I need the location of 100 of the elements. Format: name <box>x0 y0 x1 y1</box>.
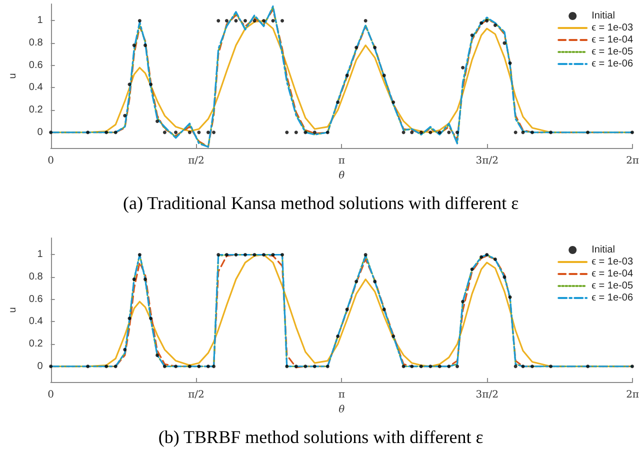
x-axis-title: θ <box>338 404 345 416</box>
point <box>174 364 178 368</box>
x-tick-label: 0 <box>48 390 54 400</box>
y-tick-label: 0.4 <box>28 82 44 94</box>
point <box>630 130 634 134</box>
point <box>224 18 228 22</box>
point <box>514 364 518 368</box>
point <box>128 82 132 86</box>
point <box>212 130 216 134</box>
point <box>162 130 166 134</box>
point <box>234 18 238 22</box>
point <box>354 46 358 50</box>
point <box>104 130 108 134</box>
y-tick-label: 1 <box>37 249 44 260</box>
point <box>447 130 451 134</box>
point <box>549 130 553 134</box>
x-tick-label: π/2 <box>188 390 204 400</box>
point <box>508 295 512 299</box>
point <box>345 308 349 312</box>
point <box>364 252 368 256</box>
point <box>285 364 289 368</box>
point <box>188 130 192 134</box>
point <box>336 100 340 104</box>
point <box>549 364 553 368</box>
point <box>132 44 136 48</box>
legend-label: ϵ = 1e-03 <box>592 256 634 268</box>
point <box>402 130 406 134</box>
point <box>586 130 590 134</box>
legend-label: ϵ = 1e-06 <box>592 58 634 70</box>
x-tick-label: π/2 <box>188 156 204 166</box>
point <box>312 130 316 134</box>
legend-label: ϵ = 1e-03 <box>592 22 634 34</box>
text: (b) TBRBF method solutions with different ε <box>158 427 484 447</box>
point <box>280 18 284 22</box>
point <box>364 18 368 22</box>
point <box>123 348 127 352</box>
point <box>86 364 90 368</box>
point <box>128 316 132 320</box>
y-tick-label: 0 <box>37 126 44 138</box>
point <box>188 364 192 368</box>
point <box>373 46 377 50</box>
point <box>402 364 406 368</box>
point <box>480 21 484 25</box>
point <box>345 74 349 78</box>
point <box>143 44 147 48</box>
point <box>493 23 497 27</box>
point <box>485 252 489 256</box>
point <box>354 280 358 284</box>
point <box>243 18 247 22</box>
y-tick-label: 0.6 <box>28 60 44 71</box>
point <box>410 364 414 368</box>
point <box>461 66 465 70</box>
point <box>304 364 308 368</box>
point <box>470 34 474 38</box>
point <box>197 130 201 134</box>
point <box>149 316 153 320</box>
point <box>252 252 256 256</box>
point <box>212 364 216 368</box>
point <box>49 130 53 134</box>
legend-label: ϵ = 1e-05 <box>592 46 634 58</box>
point <box>586 364 590 368</box>
point <box>252 18 256 22</box>
point <box>143 278 147 282</box>
point <box>514 130 518 134</box>
y-tick-label: 1 <box>37 15 44 26</box>
point <box>521 130 525 134</box>
x-tick-label: 3π/2 <box>476 156 498 166</box>
point <box>234 252 238 256</box>
point <box>456 130 459 134</box>
point <box>392 100 396 104</box>
y-axis-title: u <box>8 73 18 79</box>
point <box>438 364 442 368</box>
point <box>197 364 201 368</box>
point <box>156 119 160 123</box>
point <box>530 130 534 134</box>
point <box>149 82 153 86</box>
point <box>438 130 442 134</box>
point <box>294 130 298 134</box>
legend-label: ϵ = 1e-05 <box>592 280 634 292</box>
x-tick-label: 3π/2 <box>476 390 498 400</box>
point <box>382 74 386 78</box>
x-tick-label: π <box>338 390 346 400</box>
point <box>294 364 298 368</box>
point <box>132 278 136 282</box>
point <box>447 364 451 368</box>
point <box>216 18 220 22</box>
point <box>114 130 118 134</box>
x-tick-label: 0 <box>48 156 54 166</box>
point <box>86 130 90 134</box>
point <box>530 364 534 368</box>
point <box>485 18 489 22</box>
point <box>138 18 142 22</box>
point <box>285 130 289 134</box>
point <box>493 257 497 261</box>
point <box>326 364 330 368</box>
point <box>304 130 308 134</box>
legend-label: Initial <box>592 244 615 256</box>
point <box>336 334 340 338</box>
legend-label: ϵ = 1e-04 <box>592 34 634 46</box>
point <box>521 364 525 368</box>
